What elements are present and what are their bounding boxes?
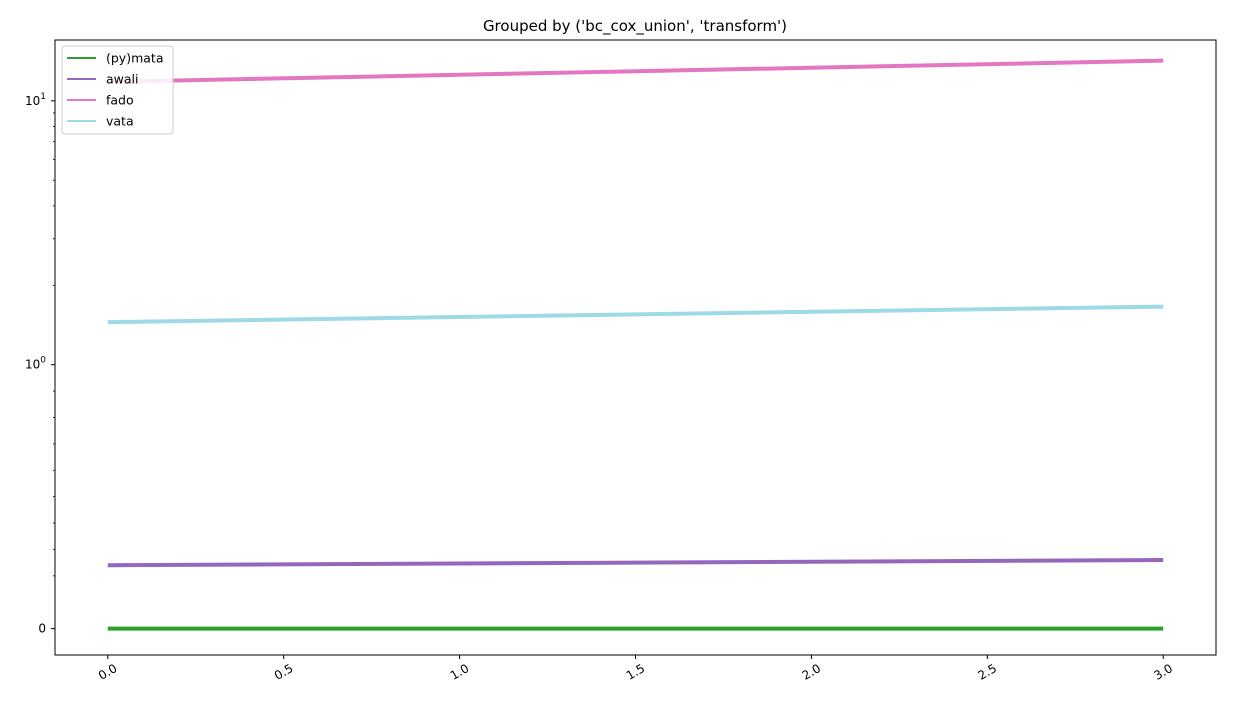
x-tick-label-2: 1.0	[448, 661, 472, 683]
x-tick-label-0: 0.0	[96, 661, 120, 683]
series-layer	[107, 58, 1164, 631]
series-line-2	[107, 58, 1164, 84]
x-axis: 0.0 0.5 1.0 1.5 2.0 2.5 3.0	[96, 655, 1175, 683]
legend: (py)mata awali fado vata	[61, 45, 174, 135]
legend-label-3: vata	[106, 114, 134, 129]
legend-label-2: fado	[106, 93, 134, 108]
legend-box	[61, 45, 174, 135]
y-tick-label-2: 101	[25, 92, 46, 108]
x-tick-label-1: 0.5	[272, 661, 296, 683]
y-axis: 0 100 101	[25, 92, 55, 636]
x-tick-label-3: 1.5	[624, 661, 648, 683]
x-tick-label-6: 3.0	[1151, 661, 1175, 683]
y-tick-label-1: 100	[25, 356, 46, 372]
legend-label-0: (py)mata	[106, 51, 163, 66]
y-tick-label-0: 0	[38, 622, 46, 636]
x-tick-label-5: 2.5	[976, 661, 1000, 683]
series-line-3	[107, 304, 1164, 325]
chart-title: Grouped by ('bc_cox_union', 'transform')	[483, 17, 787, 36]
legend-label-1: awali	[106, 72, 139, 87]
x-tick-label-4: 2.0	[800, 661, 824, 683]
series-line-1	[107, 558, 1164, 568]
